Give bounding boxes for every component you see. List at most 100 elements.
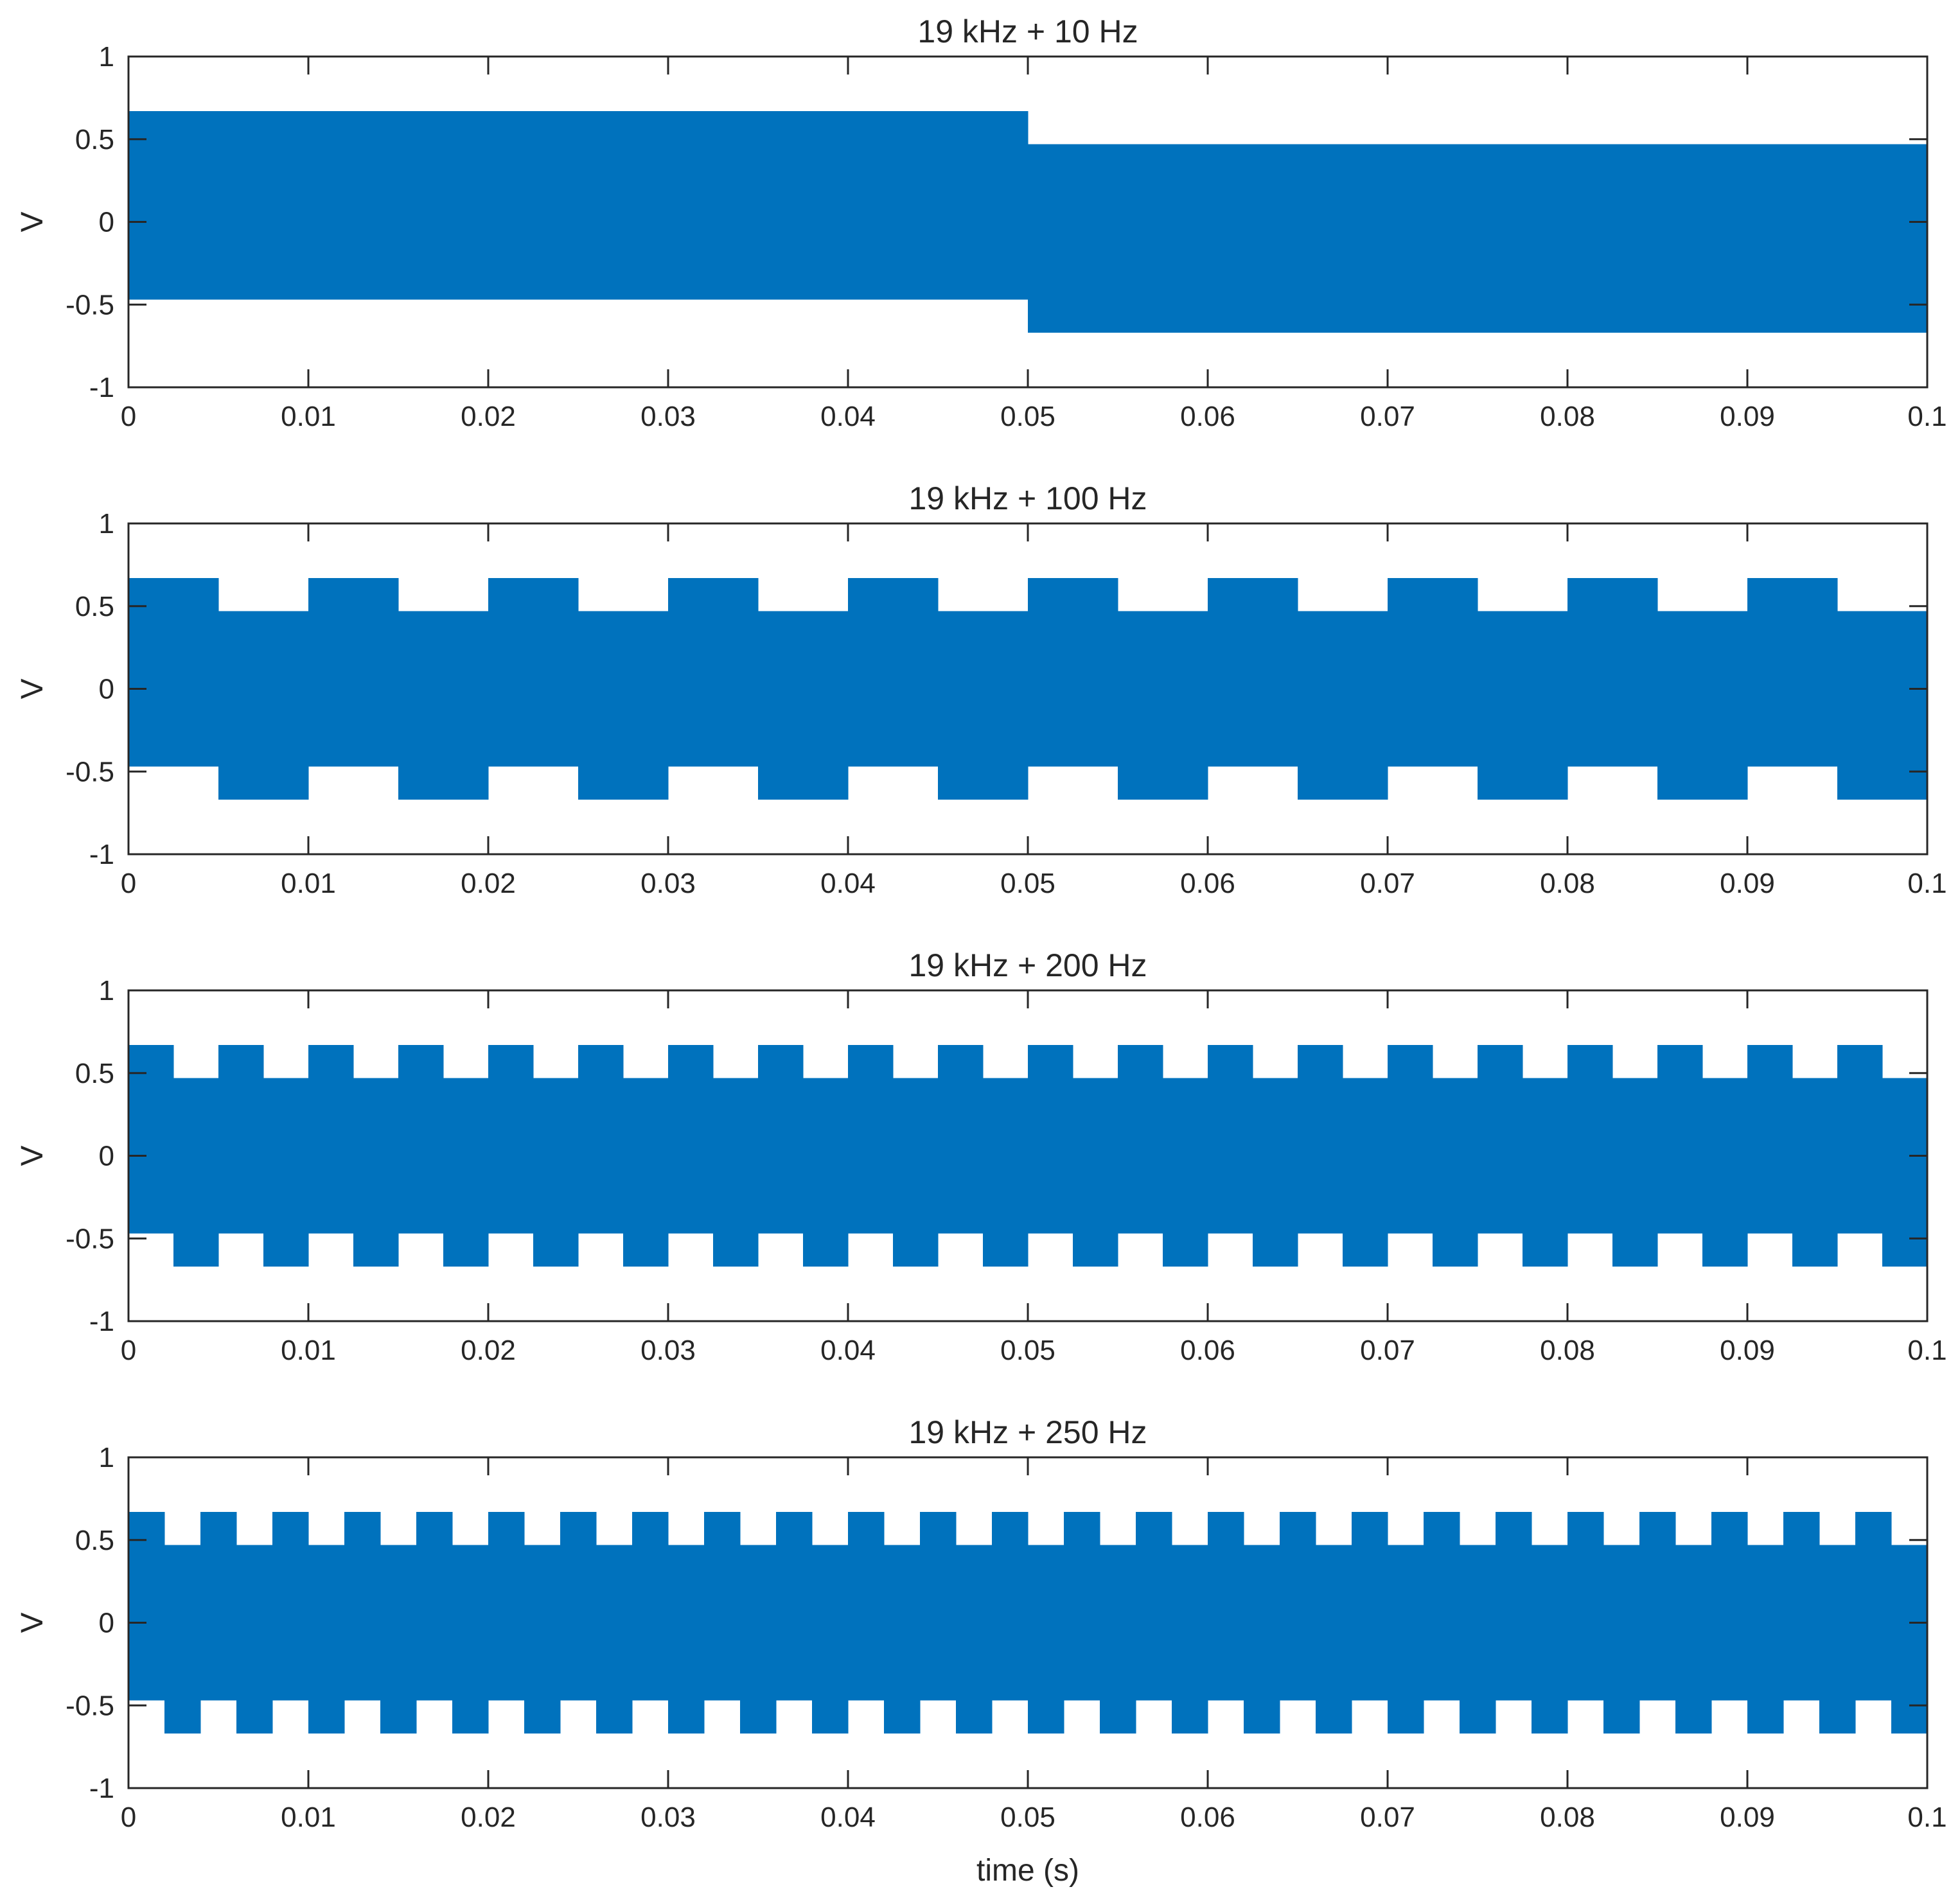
y-tick-label: -0.5 (66, 756, 114, 787)
y-tick-label: -0.5 (66, 1690, 114, 1721)
signal-envelope-segment (1460, 1545, 1496, 1734)
signal-envelope-segment (1136, 1511, 1172, 1701)
y-tick-label: -1 (89, 372, 114, 403)
x-tick-label: 0.1 (1907, 1802, 1947, 1833)
x-tick-label: 0.1 (1907, 1335, 1947, 1366)
signal-envelope-segment (1280, 1511, 1316, 1701)
signal-envelope-segment (1028, 577, 1118, 767)
y-tick-label: 0 (99, 207, 114, 238)
signal-envelope-segment (1657, 1044, 1703, 1234)
signal-envelope-segment (713, 1078, 759, 1267)
signal-envelope-segment (1532, 1545, 1568, 1734)
signal-envelope-segment (668, 577, 759, 767)
subplot-title: 19 kHz + 250 Hz (908, 1414, 1147, 1450)
signal-envelope-segment (848, 1044, 894, 1234)
x-tick-label: 0.03 (640, 1335, 696, 1366)
x-tick-label: 0.07 (1360, 868, 1415, 899)
x-tick-label: 0.1 (1907, 401, 1947, 432)
x-tick-label: 0.01 (281, 1335, 336, 1366)
signal-envelope-segment (938, 1044, 984, 1234)
x-tick-label: 0.03 (640, 868, 696, 899)
signal-envelope-segment (803, 1078, 849, 1267)
signal-envelope-segment (992, 1511, 1029, 1701)
signal-envelope-segment (1208, 577, 1298, 767)
x-tick-label: 0 (121, 1335, 136, 1366)
x-tick-label: 0.02 (461, 868, 516, 899)
x-tick-label: 0.01 (281, 1802, 336, 1833)
subplot-3: 0 0.01 0.02 0.03 0.04 0.05 0.06 0.07 0.08 0.09 0.1… (15, 947, 1947, 1366)
signal-envelope-segment (920, 1511, 957, 1701)
y-tick-label: 0 (99, 1608, 114, 1639)
signal-envelope-segment (848, 577, 939, 767)
signal-envelope-segment (1711, 1511, 1748, 1701)
signal-envelope-segment (1478, 1044, 1523, 1234)
y-tick-label: 0 (99, 1141, 114, 1172)
x-tick-label: 0.1 (1907, 868, 1947, 899)
signal-envelope-segment (1100, 1545, 1136, 1734)
signal-envelope-segment (1073, 1078, 1118, 1267)
x-tick-label: 0.05 (1000, 1335, 1055, 1366)
signal-envelope-segment (758, 611, 849, 800)
signal-envelope-segment (1496, 1511, 1532, 1701)
y-tick-label: -1 (89, 1773, 114, 1804)
signal-envelope-segment (758, 1044, 804, 1234)
signal-envelope-segment (488, 1044, 534, 1234)
signal-envelope-segment (128, 1044, 174, 1234)
signal-envelope-segment (218, 611, 309, 800)
signal-envelope-segment (1244, 1545, 1280, 1734)
y-tick-label: 1 (99, 508, 114, 540)
signal-envelope-segment (1352, 1511, 1388, 1701)
x-tick-label: 0.01 (281, 401, 336, 432)
signal-envelope-segment (1639, 1511, 1676, 1701)
y-tick-label: 1 (99, 41, 114, 73)
signal-envelope-segment (956, 1545, 993, 1734)
signal-envelope-segment (1064, 1511, 1100, 1701)
signal-envelope-segment (236, 1545, 273, 1734)
signal-envelope-segment (1567, 577, 1658, 767)
signal-envelope-segment (704, 1511, 741, 1701)
signal-envelope-segment (596, 1545, 633, 1734)
signal-envelope-segment (353, 1078, 399, 1267)
signal-envelope-segment (1603, 1545, 1640, 1734)
signal-envelope-segment (1388, 1545, 1424, 1734)
y-tick-label: 0 (99, 674, 114, 705)
x-tick-label: 0.01 (281, 868, 336, 899)
signal-envelope-segment (443, 1078, 489, 1267)
signal-envelope-segment (848, 1511, 885, 1701)
signal-envelope-segment (1612, 1078, 1658, 1267)
signal-envelope-segment (1657, 611, 1748, 800)
x-tick-label: 0.04 (820, 868, 876, 899)
x-tick-label: 0.05 (1000, 401, 1055, 432)
signal-envelope-segment (416, 1511, 453, 1701)
subplot-title: 19 kHz + 10 Hz (917, 13, 1138, 49)
signal-envelope-segment (776, 1511, 813, 1701)
signal-envelope-segment (1316, 1545, 1352, 1734)
x-tick-label: 0.09 (1720, 1802, 1775, 1833)
x-tick-label: 0.06 (1180, 868, 1235, 899)
signal-envelope-segment (218, 1044, 264, 1234)
x-tick-label: 0.02 (461, 1335, 516, 1366)
x-tick-label: 0.06 (1180, 1335, 1235, 1366)
signal-envelope-segment (308, 1545, 345, 1734)
signal-envelope-segment (1388, 577, 1478, 767)
signal-envelope-segment (380, 1545, 417, 1734)
subplot-4: 0 0.01 0.02 0.03 0.04 0.05 0.06 0.07 0.08 0.09 0.1… (15, 1414, 1947, 1833)
signal-envelope-segment (1208, 1044, 1253, 1234)
signal-envelope-segment (884, 1545, 921, 1734)
y-tick-label: 0.5 (75, 591, 114, 622)
signal-envelope-segment (1567, 1044, 1613, 1234)
signal-envelope-segment (164, 1545, 201, 1734)
x-tick-label: 0.03 (640, 1802, 696, 1833)
signal-envelope-segment (398, 611, 489, 800)
y-tick-label: 1 (99, 1442, 114, 1473)
x-tick-label: 0.05 (1000, 868, 1055, 899)
signal-envelope-segment (1792, 1078, 1838, 1267)
subplot-title: 19 kHz + 200 Hz (908, 947, 1147, 983)
signal-envelope-segment (740, 1545, 777, 1734)
x-tick-label: 0.06 (1180, 1802, 1235, 1833)
signal-envelope-segment (1567, 1511, 1604, 1701)
y-axis-label: V (15, 211, 49, 232)
signal-envelope-segment (1855, 1511, 1892, 1701)
subplot-2: 0 0.01 0.02 0.03 0.04 0.05 0.06 0.07 0.08 0.09 0.1… (15, 480, 1947, 899)
x-tick-label: 0.07 (1360, 1335, 1415, 1366)
